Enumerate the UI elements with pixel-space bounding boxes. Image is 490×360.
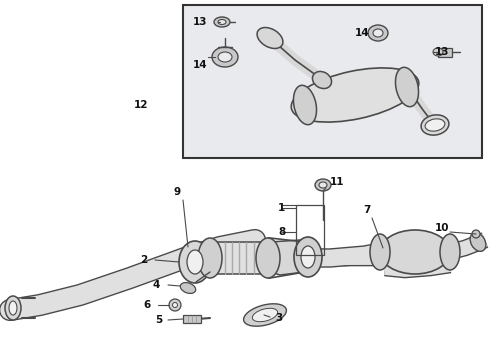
Circle shape bbox=[169, 299, 181, 311]
Ellipse shape bbox=[294, 237, 322, 277]
Ellipse shape bbox=[257, 27, 283, 49]
Ellipse shape bbox=[380, 230, 450, 274]
Ellipse shape bbox=[315, 179, 331, 191]
Ellipse shape bbox=[9, 301, 17, 315]
Text: 13: 13 bbox=[193, 17, 207, 27]
Ellipse shape bbox=[395, 67, 418, 107]
Text: 1: 1 bbox=[278, 203, 285, 213]
Ellipse shape bbox=[256, 238, 280, 278]
Text: 3: 3 bbox=[275, 313, 282, 323]
Ellipse shape bbox=[212, 47, 238, 67]
Ellipse shape bbox=[218, 19, 226, 24]
Text: 13: 13 bbox=[435, 47, 449, 57]
Ellipse shape bbox=[301, 246, 315, 268]
Polygon shape bbox=[270, 240, 310, 275]
Ellipse shape bbox=[291, 68, 419, 122]
Ellipse shape bbox=[187, 250, 203, 274]
Ellipse shape bbox=[218, 52, 232, 62]
Circle shape bbox=[472, 230, 480, 238]
Ellipse shape bbox=[433, 48, 443, 56]
Ellipse shape bbox=[5, 296, 21, 320]
Text: 2: 2 bbox=[140, 255, 147, 265]
Bar bbox=[183, 5, 482, 158]
Text: 8: 8 bbox=[278, 227, 285, 237]
Ellipse shape bbox=[179, 241, 211, 283]
Ellipse shape bbox=[214, 17, 230, 27]
Ellipse shape bbox=[425, 119, 445, 131]
Text: 7: 7 bbox=[363, 205, 370, 215]
Ellipse shape bbox=[368, 25, 388, 41]
Ellipse shape bbox=[180, 283, 196, 293]
Text: 4: 4 bbox=[152, 280, 159, 290]
Text: 12: 12 bbox=[133, 100, 148, 110]
Ellipse shape bbox=[373, 29, 383, 37]
Bar bbox=[438, 48, 452, 57]
Bar bbox=[296, 205, 324, 255]
Ellipse shape bbox=[319, 182, 327, 188]
Ellipse shape bbox=[252, 308, 278, 322]
Text: 5: 5 bbox=[155, 315, 162, 325]
Bar bbox=[210, 242, 268, 274]
Ellipse shape bbox=[198, 238, 222, 278]
Text: 9: 9 bbox=[173, 187, 180, 197]
Bar bbox=[183, 315, 201, 323]
Circle shape bbox=[172, 302, 177, 307]
Ellipse shape bbox=[470, 233, 486, 251]
Ellipse shape bbox=[440, 234, 460, 270]
Text: 11: 11 bbox=[330, 177, 344, 187]
Text: 14: 14 bbox=[193, 60, 208, 70]
Ellipse shape bbox=[370, 234, 390, 270]
Ellipse shape bbox=[421, 115, 449, 135]
Text: 10: 10 bbox=[435, 223, 449, 233]
Text: 14: 14 bbox=[355, 28, 369, 38]
Ellipse shape bbox=[313, 71, 332, 89]
Ellipse shape bbox=[294, 85, 317, 125]
Text: 6: 6 bbox=[143, 300, 150, 310]
Ellipse shape bbox=[244, 304, 287, 326]
